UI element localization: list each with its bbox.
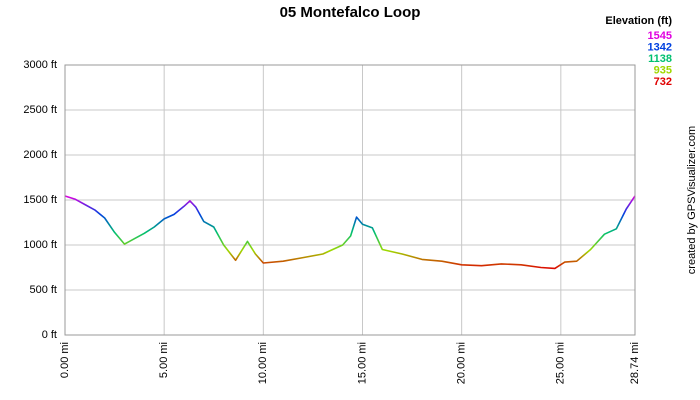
chart-title: 05 Montefalco Loop [280,4,421,21]
y-tick-label: 3000 ft [23,59,57,71]
legend-entry: 935 [654,64,672,76]
y-tick-label: 500 ft [29,284,57,296]
x-tick-label: 20.00 mi [456,342,468,384]
legend-entry: 1342 [648,41,672,53]
y-tick-label: 1000 ft [23,239,57,251]
y-tick-label: 0 ft [42,329,57,341]
x-tick-label: 25.00 mi [555,342,567,384]
x-tick-label: 28.74 mi [629,342,641,384]
legend-entry: 732 [654,76,672,88]
y-tick-label: 1500 ft [23,194,57,206]
x-tick-label: 0.00 mi [59,342,71,378]
x-tick-label: 15.00 mi [356,342,368,384]
x-tick-label: 10.00 mi [257,342,269,384]
y-tick-label: 2000 ft [23,149,57,161]
legend-entry: 1138 [648,53,672,65]
credit: created by GPSVisualizer.com [686,126,698,274]
x-tick-label: 5.00 mi [158,342,170,378]
y-tick-label: 2500 ft [23,104,57,116]
legend-entry: 1545 [648,30,672,42]
plot-border [64,64,636,336]
elevation-line [64,195,636,270]
legend-title: Elevation (ft) [605,15,672,27]
